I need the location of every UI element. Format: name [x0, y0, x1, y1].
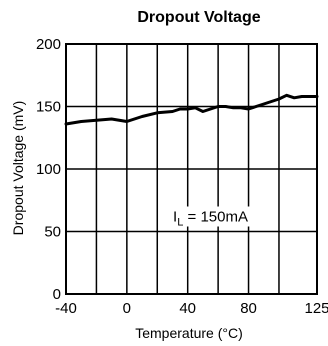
current-annotation: IL = 150mA: [164, 206, 257, 229]
y-axis-ticks: 0 50 100 150 200: [36, 36, 61, 303]
y-axis-label: Dropout Voltage (mV): [10, 101, 26, 236]
grid: [65, 44, 318, 294]
y-tick-label: 0: [53, 286, 61, 303]
y-tick-label: 50: [44, 224, 61, 241]
annotation-subscript: L: [177, 217, 183, 229]
annotation-suffix: = 150mA: [183, 209, 248, 226]
y-tick-label: 100: [36, 161, 61, 178]
dropout-voltage-line: [64, 93, 319, 126]
annotation-text: IL = 150mA: [173, 209, 248, 229]
y-tick-label: 200: [36, 36, 61, 53]
x-axis-label: Temperature (°C): [135, 325, 243, 341]
x-axis-ticks: -40 0 40 80 125: [55, 300, 328, 317]
plot-frame: [65, 43, 318, 295]
x-tick-label: -40: [55, 300, 77, 317]
x-tick-label: 125: [304, 300, 328, 317]
x-tick-label: 0: [123, 300, 131, 317]
x-tick-label: 80: [240, 300, 257, 317]
annotation-prefix: I: [173, 209, 177, 226]
x-tick-label: 40: [179, 300, 196, 317]
annotation-background: [164, 206, 257, 227]
y-tick-label: 150: [36, 99, 61, 116]
chart-title: Dropout Voltage: [137, 9, 260, 26]
